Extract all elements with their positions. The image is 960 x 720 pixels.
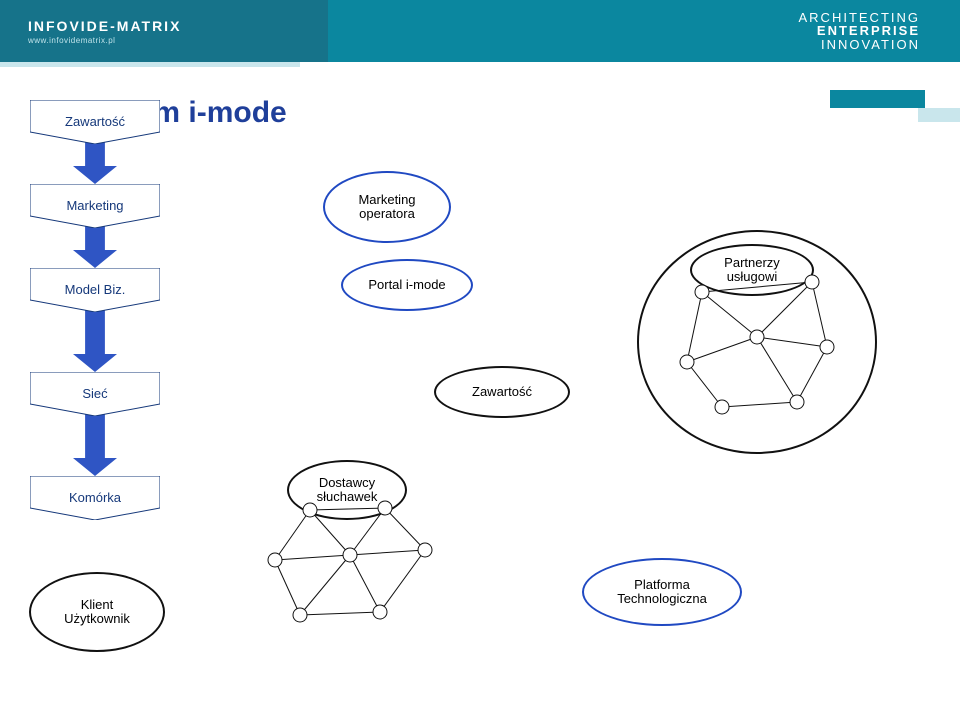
stack-arrow-1 [73, 226, 117, 268]
stack-arrow-2 [73, 310, 117, 372]
tagline-line1: ARCHITECTING [799, 11, 921, 25]
accent-1 [918, 108, 960, 122]
network-net-handsets [255, 500, 455, 640]
stack-label-0: Zawartość [59, 115, 131, 129]
stack-label-4: Komórka [63, 491, 127, 505]
header-left: INFOVIDE-MATRIX www.infovidematrix.pl [0, 0, 328, 62]
stack-label-2: Model Biz. [59, 283, 132, 297]
diagram-stage: INFOVIDE-MATRIX www.infovidematrix.pl AR… [0, 0, 960, 720]
logo-subtext: www.infovidematrix.pl [28, 36, 181, 45]
oval-label-mkt-op: Marketing operatora [358, 193, 415, 222]
oval-klient: Klient Użytkownik [29, 572, 165, 652]
stack-box-0: Zawartość [30, 100, 160, 144]
stack-arrow-0 [73, 142, 117, 184]
oval-portal: Portal i-mode [341, 259, 473, 311]
header-bar: INFOVIDE-MATRIX www.infovidematrix.pl AR… [0, 0, 960, 62]
tagline-line3: INNOVATION [799, 38, 921, 52]
oval-label-klient: Klient Użytkownik [64, 598, 130, 627]
oval-mkt-op: Marketing operatora [323, 171, 451, 243]
header-understripe [0, 62, 300, 67]
oval-label-platforma: Platforma Technologiczna [617, 578, 707, 607]
oval-zawartosc: Zawartość [434, 366, 570, 418]
stack-box-4: Komórka [30, 476, 160, 520]
stack-box-1: Marketing [30, 184, 160, 228]
tagline: ARCHITECTING ENTERPRISE INNOVATION [799, 11, 921, 52]
network-net-partners [662, 272, 852, 422]
oval-label-portal: Portal i-mode [368, 278, 445, 292]
stack-label-3: Sieć [76, 387, 113, 401]
oval-label-zawartosc: Zawartość [472, 385, 532, 399]
tagline-line2: ENTERPRISE [799, 24, 921, 38]
stack-box-3: Sieć [30, 372, 160, 416]
logo-text: INFOVIDE-MATRIX [28, 18, 181, 34]
header-right: ARCHITECTING ENTERPRISE INNOVATION [328, 0, 960, 62]
oval-platforma: Platforma Technologiczna [582, 558, 742, 626]
stack-box-2: Model Biz. [30, 268, 160, 312]
stack-label-1: Marketing [60, 199, 129, 213]
accent-0 [830, 90, 925, 108]
stack-arrow-3 [73, 414, 117, 476]
